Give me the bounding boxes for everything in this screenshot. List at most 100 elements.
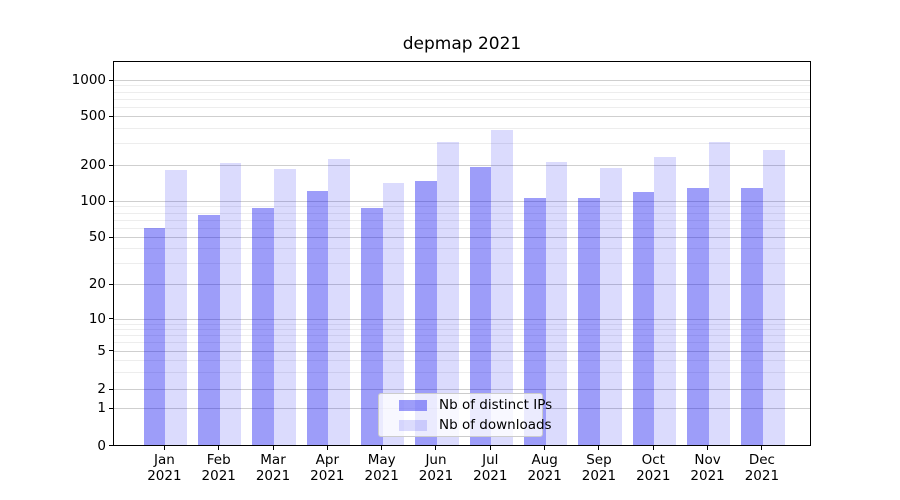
major-gridline xyxy=(114,350,810,352)
minor-gridline xyxy=(114,127,810,129)
plot-area xyxy=(113,60,811,446)
major-gridline xyxy=(114,284,810,285)
x-axis-tick xyxy=(544,445,546,450)
x-axis-tick-label: Aug 2021 xyxy=(527,452,562,484)
x-axis-tick-label: Dec 2021 xyxy=(744,452,780,484)
x-axis-tick-label: Jun 2021 xyxy=(418,452,454,484)
bar-downloads xyxy=(491,130,513,445)
x-axis-tick-label: Mar 2021 xyxy=(255,452,291,484)
major-gridline xyxy=(114,237,810,238)
x-axis-tick xyxy=(381,445,383,450)
bar-distinct-ips xyxy=(469,166,492,445)
x-axis-tick-label: Oct 2021 xyxy=(636,452,671,484)
x-axis-tick xyxy=(598,445,600,450)
y-axis-tick xyxy=(109,388,113,390)
legend-label-distinct-ips: Nb of distinct IPs xyxy=(439,397,553,413)
bar-downloads xyxy=(219,162,242,445)
chart-title: depmap 2021 xyxy=(402,34,522,54)
y-axis-tick xyxy=(109,407,113,409)
x-axis-tick xyxy=(272,445,274,450)
y-axis-tick-label: 5 xyxy=(97,342,106,359)
x-axis-tick-label: May 2021 xyxy=(364,452,399,484)
minor-gridline xyxy=(114,248,810,250)
bar-distinct-ips xyxy=(306,190,329,445)
y-axis-tick-label: 1 xyxy=(97,400,106,416)
x-axis-tick xyxy=(761,445,763,450)
x-axis-tick xyxy=(326,445,328,450)
minor-gridline xyxy=(114,91,810,93)
bar-downloads xyxy=(274,168,296,445)
minor-gridline xyxy=(114,85,810,87)
y-axis-tick-label: 0 xyxy=(97,437,106,454)
y-axis-tick-label: 2 xyxy=(97,381,106,397)
minor-gridline xyxy=(114,323,810,325)
y-axis-tick-label: 1000 xyxy=(71,72,106,88)
y-axis-tick-label: 50 xyxy=(88,229,106,245)
minor-gridline xyxy=(114,143,810,145)
y-axis-tick-label: 10 xyxy=(88,310,106,327)
major-gridline xyxy=(114,116,810,117)
bar-downloads xyxy=(165,170,188,445)
y-axis-tick xyxy=(109,350,113,351)
y-axis-tick xyxy=(109,200,113,202)
x-axis-tick xyxy=(435,445,437,450)
y-axis-tick xyxy=(109,79,113,81)
x-axis-tick xyxy=(652,445,654,450)
bar-distinct-ips xyxy=(578,198,600,445)
bar-distinct-ips xyxy=(360,208,383,445)
bar-downloads xyxy=(762,149,785,445)
x-axis-tick xyxy=(218,445,220,450)
y-axis-tick xyxy=(109,318,113,320)
legend: Nb of distinct IPs Nb of downloads xyxy=(378,393,552,437)
y-axis-tick-label: 20 xyxy=(88,276,106,292)
bar-distinct-ips xyxy=(415,181,437,445)
legend-label-downloads: Nb of downloads xyxy=(439,417,552,433)
major-gridline xyxy=(114,389,810,390)
bar-downloads xyxy=(708,142,731,445)
y-axis-tick xyxy=(109,236,113,238)
y-axis-tick-label: 500 xyxy=(80,108,106,124)
x-axis-tick xyxy=(707,445,709,450)
x-axis-tick-label: Jan 2021 xyxy=(147,452,182,484)
x-axis-tick-label: Nov 2021 xyxy=(690,452,725,484)
bar-downloads xyxy=(545,162,568,445)
minor-gridline xyxy=(114,212,810,214)
bar-downloads xyxy=(328,158,351,445)
minor-gridline xyxy=(114,263,810,265)
minor-gridline xyxy=(114,359,810,361)
legend-item-downloads: Nb of downloads xyxy=(399,417,552,434)
major-gridline xyxy=(114,80,810,81)
x-axis-tick-label: Feb 2021 xyxy=(201,452,236,484)
bar-distinct-ips xyxy=(632,192,655,445)
bar-downloads xyxy=(382,182,405,445)
bar-distinct-ips xyxy=(143,228,166,445)
x-axis-tick-label: Apr 2021 xyxy=(310,452,345,484)
minor-gridline xyxy=(114,106,810,108)
major-gridline xyxy=(114,201,810,202)
minor-gridline xyxy=(114,371,810,373)
x-axis-tick xyxy=(489,445,491,450)
y-axis-tick-label: 200 xyxy=(80,157,106,173)
minor-gridline xyxy=(114,219,810,221)
bar-distinct-ips xyxy=(686,188,709,445)
minor-gridline xyxy=(114,335,810,337)
x-axis-tick-label: Jul 2021 xyxy=(473,452,508,484)
y-axis-tick xyxy=(109,445,113,446)
y-axis-tick-label: 100 xyxy=(80,193,106,209)
minor-gridline xyxy=(114,206,810,208)
y-axis-tick xyxy=(109,283,113,285)
minor-gridline xyxy=(114,227,810,229)
y-axis-tick xyxy=(109,164,113,166)
major-gridline xyxy=(114,318,810,320)
bar-distinct-ips xyxy=(198,214,220,445)
x-axis-tick xyxy=(163,445,165,450)
bar-downloads xyxy=(599,168,622,445)
bar-distinct-ips xyxy=(523,197,546,445)
x-axis-tick-label: Sep 2021 xyxy=(581,452,617,484)
legend-item-distinct-ips: Nb of distinct IPs xyxy=(399,397,552,414)
bar-downloads xyxy=(436,142,459,445)
legend-swatch-downloads xyxy=(399,419,427,431)
bar-downloads xyxy=(654,157,676,445)
bar-distinct-ips xyxy=(741,188,763,445)
